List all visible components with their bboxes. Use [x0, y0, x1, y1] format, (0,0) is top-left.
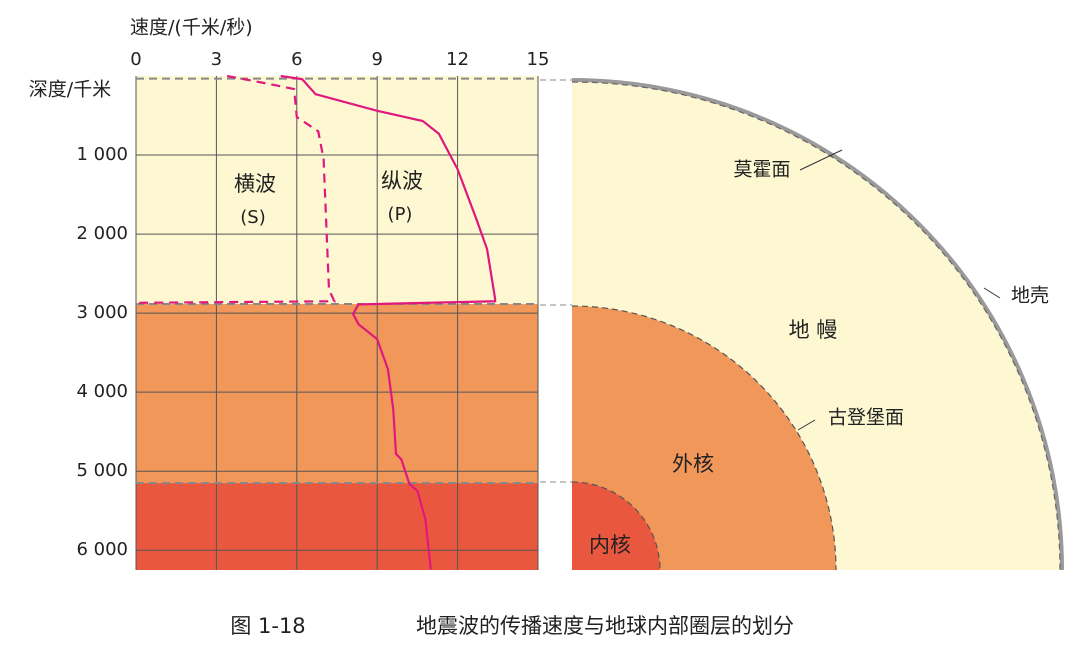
label: 地 幔 — [789, 318, 838, 342]
outer-core-shape — [572, 306, 836, 570]
earth-diagram: 莫霍面 地壳 地 幔 古登堡面 外核 内核 — [571, 78, 1064, 571]
x-tick-label: 0 — [130, 49, 141, 70]
leader-line — [797, 419, 816, 431]
x-tick-label: 15 — [527, 49, 550, 70]
label: 古登堡面 — [828, 407, 904, 429]
layer — [136, 483, 538, 570]
label: 外核 — [672, 452, 714, 476]
inner-core-shape — [572, 482, 660, 570]
label: 莫霍面 — [733, 159, 790, 181]
leader-line — [799, 149, 843, 171]
inner-core-line — [571, 481, 661, 571]
moho-line — [571, 81, 1061, 571]
y-tick-label: 6 000 — [76, 539, 128, 560]
caption-number: 图 1-18 — [230, 614, 305, 638]
legend-label: 纵波 — [381, 169, 423, 193]
y-tick-label: 3 000 — [76, 302, 128, 323]
x-tick-label: 3 — [211, 49, 222, 70]
layer — [136, 304, 538, 484]
y-tick-label: 5 000 — [76, 460, 128, 481]
series-line — [135, 74, 337, 304]
y-tick-label: 2 000 — [76, 223, 128, 244]
leader-line — [983, 287, 1001, 299]
x-tick-label: 12 — [446, 49, 469, 70]
label: 地壳 — [1011, 285, 1049, 307]
chart: 0 3 6 9 12 15 1 000 2 000 3 000 4 000 5 000 6 000 横波… — [76, 49, 549, 570]
y-tick-label: 1 000 — [76, 144, 128, 165]
y-axis-title: 深度/千米 — [29, 79, 111, 101]
x-tick-label: 9 — [371, 49, 382, 70]
label: 内核 — [589, 533, 631, 557]
caption-title: 地震波的传播速度与地球内部圈层的划分 — [416, 614, 794, 638]
x-axis-title: 速度/(千米/秒) — [130, 17, 253, 39]
y-tick-label: 4 000 — [76, 381, 128, 402]
legend-label: 横波 — [234, 172, 276, 196]
series-line — [280, 74, 497, 570]
legend-symbol: (P) — [388, 204, 413, 225]
x-tick-label: 6 — [291, 49, 302, 70]
layer — [136, 76, 538, 305]
gutenberg-line — [571, 305, 837, 571]
legend-symbol: (S) — [240, 207, 265, 228]
